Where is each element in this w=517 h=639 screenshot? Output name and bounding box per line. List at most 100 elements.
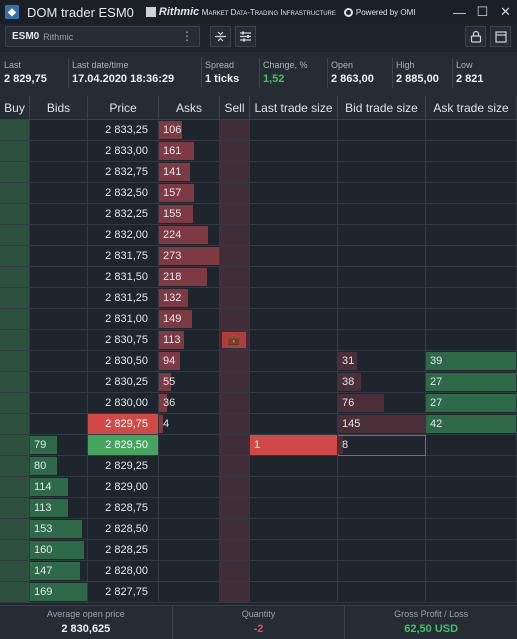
price-cell[interactable]: 2 831,75	[88, 246, 159, 267]
price-cell[interactable]: 2 830,75	[88, 330, 159, 351]
sell-cell[interactable]	[220, 225, 250, 246]
last-trade-size-cell[interactable]	[250, 498, 338, 519]
bids-cell[interactable]: 160	[30, 540, 88, 561]
ask-trade-size-cell[interactable]: 27	[426, 393, 517, 414]
last-trade-size-cell[interactable]	[250, 141, 338, 162]
last-trade-size-cell[interactable]	[250, 246, 338, 267]
bids-cell[interactable]	[30, 162, 88, 183]
ask-trade-size-cell[interactable]	[426, 330, 517, 351]
price-cell[interactable]: 2 831,00	[88, 309, 159, 330]
ask-trade-size-cell[interactable]	[426, 204, 517, 225]
price-cell[interactable]: 2 828,75	[88, 498, 159, 519]
buy-cell[interactable]	[0, 288, 30, 309]
price-cell[interactable]: 2 827,75	[88, 582, 159, 603]
last-trade-size-cell[interactable]	[250, 351, 338, 372]
column-header-sell[interactable]: Sell	[220, 96, 250, 120]
ask-trade-size-cell[interactable]	[426, 519, 517, 540]
buy-cell[interactable]	[0, 246, 30, 267]
lock-button[interactable]	[465, 26, 486, 47]
bids-cell[interactable]	[30, 288, 88, 309]
sell-cell[interactable]	[220, 477, 250, 498]
bids-cell[interactable]	[30, 225, 88, 246]
sell-cell[interactable]	[220, 183, 250, 204]
buy-cell[interactable]	[0, 183, 30, 204]
price-cell[interactable]: 2 831,50	[88, 267, 159, 288]
price-cell[interactable]: 2 832,00	[88, 225, 159, 246]
last-trade-size-cell[interactable]	[250, 456, 338, 477]
buy-cell[interactable]	[0, 561, 30, 582]
bids-cell[interactable]	[30, 372, 88, 393]
column-header-price[interactable]: Price	[88, 96, 159, 120]
ask-trade-size-cell[interactable]	[426, 183, 517, 204]
bids-cell[interactable]	[30, 393, 88, 414]
ask-trade-size-cell[interactable]	[426, 456, 517, 477]
asks-cell[interactable]: 132	[159, 288, 220, 309]
asks-cell[interactable]	[159, 519, 220, 540]
buy-cell[interactable]	[0, 330, 30, 351]
bids-cell[interactable]	[30, 183, 88, 204]
bid-trade-size-cell[interactable]	[338, 267, 426, 288]
bid-trade-size-cell[interactable]	[338, 183, 426, 204]
price-cell[interactable]: 2 833,00	[88, 141, 159, 162]
buy-cell[interactable]	[0, 477, 30, 498]
bids-cell[interactable]	[30, 330, 88, 351]
asks-cell[interactable]	[159, 477, 220, 498]
price-cell[interactable]: 2 830,25	[88, 372, 159, 393]
bid-trade-size-cell[interactable]	[338, 225, 426, 246]
bids-cell[interactable]: 153	[30, 519, 88, 540]
last-trade-size-cell[interactable]	[250, 330, 338, 351]
bids-cell[interactable]	[30, 414, 88, 435]
sell-cell[interactable]	[220, 540, 250, 561]
price-cell[interactable]: 2 833,25	[88, 120, 159, 141]
sell-cell[interactable]	[220, 288, 250, 309]
last-trade-size-cell[interactable]: 1	[250, 435, 338, 456]
sell-cell[interactable]	[220, 519, 250, 540]
price-cell[interactable]: 2 831,25	[88, 288, 159, 309]
last-trade-size-cell[interactable]	[250, 288, 338, 309]
price-cell[interactable]: 2 828,50	[88, 519, 159, 540]
center-price-button[interactable]	[210, 26, 231, 47]
buy-cell[interactable]	[0, 414, 30, 435]
ask-trade-size-cell[interactable]	[426, 141, 517, 162]
working-order-icon[interactable]: 💼	[222, 332, 246, 348]
asks-cell[interactable]: 106	[159, 120, 220, 141]
column-header-bids[interactable]: Bids	[30, 96, 88, 120]
asks-cell[interactable]	[159, 561, 220, 582]
bid-trade-size-cell[interactable]	[338, 141, 426, 162]
last-trade-size-cell[interactable]	[250, 267, 338, 288]
sell-cell[interactable]	[220, 561, 250, 582]
last-trade-size-cell[interactable]	[250, 162, 338, 183]
bid-trade-size-cell[interactable]: 38	[338, 372, 426, 393]
ask-trade-size-cell[interactable]	[426, 246, 517, 267]
price-cell[interactable]: 2 829,75	[88, 414, 159, 435]
buy-cell[interactable]	[0, 204, 30, 225]
asks-cell[interactable]: 113	[159, 330, 220, 351]
ask-trade-size-cell[interactable]	[426, 498, 517, 519]
asks-cell[interactable]: 55	[159, 372, 220, 393]
asks-cell[interactable]	[159, 435, 220, 456]
bid-trade-size-cell[interactable]: 8	[338, 435, 426, 456]
buy-cell[interactable]	[0, 225, 30, 246]
ask-trade-size-cell[interactable]: 42	[426, 414, 517, 435]
last-trade-size-cell[interactable]	[250, 561, 338, 582]
sell-cell[interactable]	[220, 120, 250, 141]
buy-cell[interactable]	[0, 120, 30, 141]
sell-cell[interactable]	[220, 414, 250, 435]
ask-trade-size-cell[interactable]: 39	[426, 351, 517, 372]
last-trade-size-cell[interactable]	[250, 372, 338, 393]
price-cell[interactable]: 2 828,00	[88, 561, 159, 582]
sell-cell[interactable]: 💼	[220, 330, 250, 351]
buy-cell[interactable]	[0, 540, 30, 561]
asks-cell[interactable]: 4	[159, 414, 220, 435]
minimize-button[interactable]: —	[453, 4, 466, 20]
buy-cell[interactable]	[0, 519, 30, 540]
column-header-buy[interactable]: Buy	[0, 96, 30, 120]
bid-trade-size-cell[interactable]: 76	[338, 393, 426, 414]
sell-cell[interactable]	[220, 162, 250, 183]
bid-trade-size-cell[interactable]	[338, 162, 426, 183]
asks-cell[interactable]: 155	[159, 204, 220, 225]
buy-cell[interactable]	[0, 351, 30, 372]
more-options-icon[interactable]: ⋮	[181, 29, 193, 43]
ask-trade-size-cell[interactable]	[426, 435, 517, 456]
ask-trade-size-cell[interactable]: 27	[426, 372, 517, 393]
